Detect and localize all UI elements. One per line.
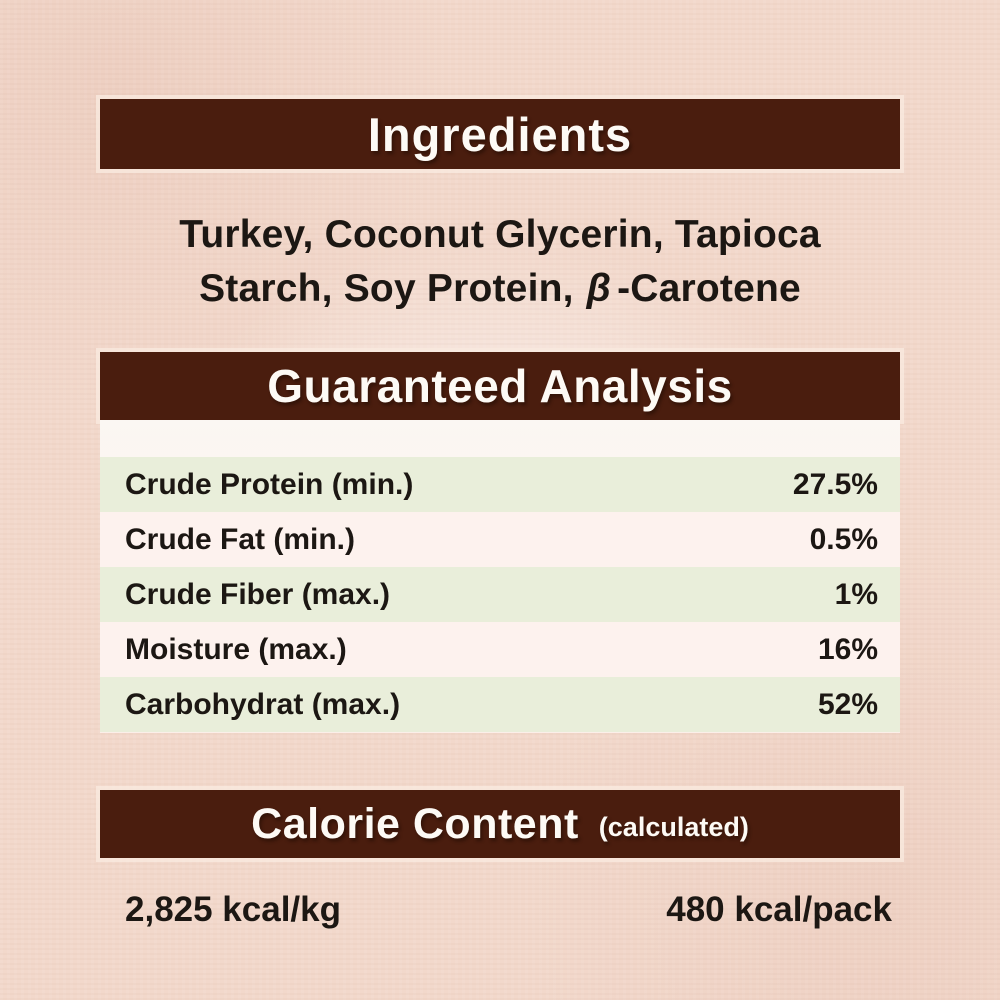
- analysis-table: Crude Protein (min.) 27.5% Crude Fat (mi…: [100, 457, 900, 732]
- carotene-text: -Carotene: [617, 267, 801, 310]
- analysis-row-value: 0.5%: [809, 522, 878, 556]
- analysis-row-label: Crude Fiber (max.): [125, 577, 391, 611]
- ingredients-line-1: Turkey, Coconut Glycerin, Tapioca: [179, 213, 821, 256]
- guaranteed-analysis-title: Guaranteed Analysis: [267, 360, 733, 412]
- analysis-row-value: 27.5%: [792, 467, 878, 501]
- analysis-row-crude-fat: Crude Fat (min.) 0.5%: [100, 512, 900, 567]
- calorie-per-pack: 480 kcal/pack: [666, 890, 892, 929]
- ingredients-line-2-text: Starch, Soy Protein,: [199, 267, 574, 310]
- analysis-row-value: 1%: [834, 577, 878, 611]
- analysis-row-label: Crude Protein (min.): [125, 467, 414, 501]
- analysis-row-crude-fiber: Crude Fiber (max.) 1%: [100, 567, 900, 622]
- calorie-content-header-bar: Calorie Content (calculated): [100, 790, 900, 858]
- analysis-row-value: 16%: [817, 632, 878, 666]
- analysis-row-crude-protein: Crude Protein (min.) 27.5%: [100, 457, 900, 512]
- ingredients-title: Ingredients: [367, 107, 633, 161]
- analysis-row-value: 52%: [817, 687, 878, 721]
- analysis-row-label: Crude Fat (min.): [125, 522, 355, 556]
- calorie-values-row: 2,825 kcal/kg 480 kcal/pack: [100, 885, 900, 935]
- ingredients-list: Turkey, Coconut Glycerin, Tapioca Starch…: [100, 208, 900, 316]
- ingredients-line-2: Starch, Soy Protein, β -Carotene: [100, 262, 900, 316]
- calorie-calculated-note: (calculated): [598, 811, 749, 842]
- analysis-row-label: Carbohydrat (max.): [125, 687, 401, 721]
- analysis-row-carbohydrat: Carbohydrat (max.) 52%: [100, 677, 900, 732]
- guaranteed-analysis-header-bar: Guaranteed Analysis: [100, 352, 900, 420]
- ingredients-header-bar: Ingredients: [100, 99, 900, 169]
- calorie-per-kg: 2,825 kcal/kg: [125, 890, 341, 929]
- calorie-content-title: Calorie Content: [251, 799, 579, 848]
- beta-symbol: β: [586, 267, 612, 310]
- analysis-row-moisture: Moisture (max.) 16%: [100, 622, 900, 677]
- analysis-table-panel: Crude Protein (min.) 27.5% Crude Fat (mi…: [100, 420, 900, 733]
- analysis-row-label: Moisture (max.): [125, 632, 347, 666]
